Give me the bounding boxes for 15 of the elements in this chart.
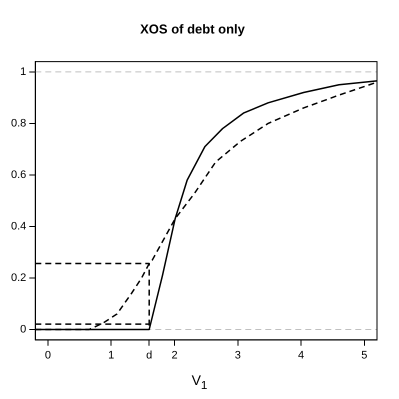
y-tick-label: 1 bbox=[20, 66, 26, 78]
y-tick-label: 0.6 bbox=[10, 168, 26, 181]
chart-title: XOS of debt only bbox=[140, 21, 246, 36]
y-tick-label: 0.8 bbox=[10, 117, 26, 130]
x-axis-title: V$_{1}$ bbox=[190, 372, 208, 392]
x-tick-label: 0 bbox=[44, 349, 52, 362]
x-tick-label: 4 bbox=[298, 349, 304, 362]
x-tick-label: 2 bbox=[171, 349, 178, 362]
y-tick-label: 0.2 bbox=[10, 272, 26, 284]
y-tick-label: 0 bbox=[20, 324, 26, 336]
x-tick-label: 5 bbox=[361, 349, 368, 362]
x-tick-label: 3 bbox=[234, 349, 241, 362]
x-tick-label: d bbox=[146, 349, 152, 362]
x-tick-label: 1 bbox=[108, 349, 114, 362]
y-tick-label: 0.4 bbox=[10, 220, 26, 232]
